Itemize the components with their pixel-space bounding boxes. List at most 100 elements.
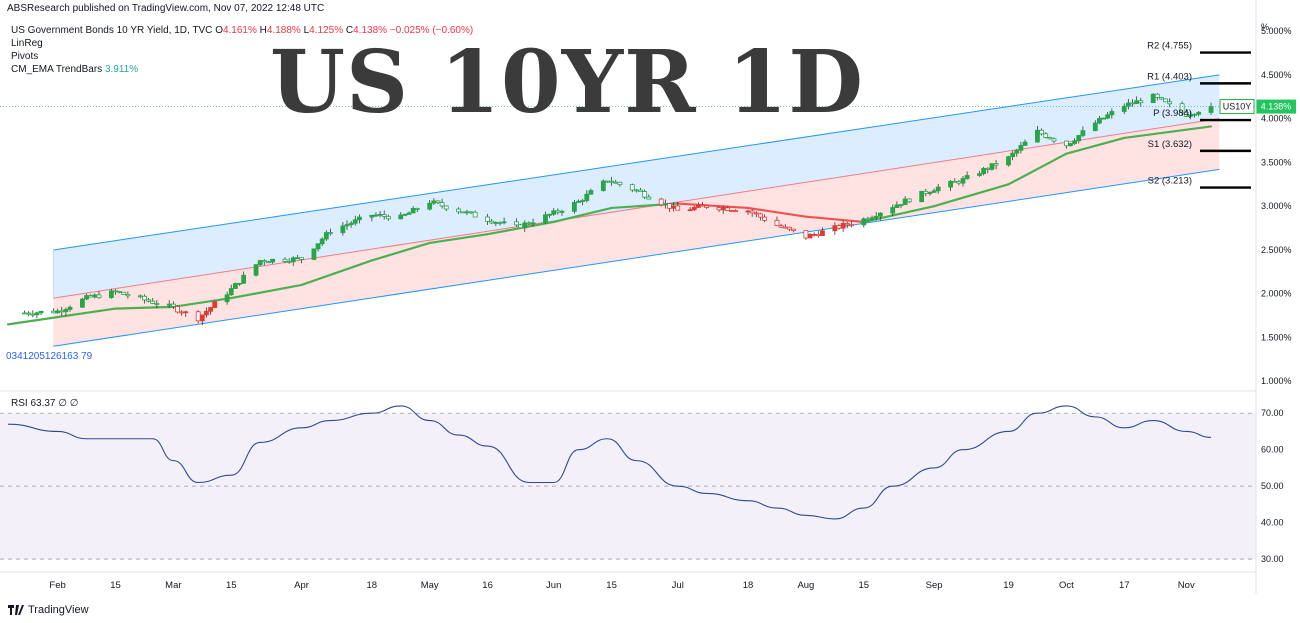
tradingview-brand: TradingView (28, 604, 89, 616)
time-tick-label: Apr (294, 580, 309, 591)
time-tick-label: May (421, 580, 439, 591)
candle-body (861, 218, 867, 226)
candle-body (431, 200, 437, 204)
ema-segment (370, 241, 431, 262)
time-tick-label: Aug (797, 580, 814, 591)
candle-body (559, 210, 565, 213)
candle-body (687, 209, 693, 212)
candle-body (720, 207, 726, 211)
candle-body (571, 202, 577, 212)
candle-body (977, 173, 982, 176)
candle-body (204, 310, 209, 316)
candle-body (935, 186, 941, 192)
legend-symbol: US Government Bonds 10 YR Yield, 1D, TVC (11, 25, 213, 36)
candle-body (716, 207, 722, 211)
time-tick-label: 18 (743, 580, 754, 591)
price-axis[interactable]: % 1.000% 1.500% 2.000% 2.500% 3.000% 3.500% 4.0… (1219, 22, 1296, 386)
candle-body (609, 180, 614, 183)
ema-segment (6, 307, 117, 326)
ema-segment (932, 183, 1010, 208)
candle-body (270, 258, 275, 263)
candle-body (745, 210, 751, 213)
candle-body (555, 210, 561, 213)
candle-body (344, 224, 350, 227)
candle-body (183, 311, 189, 314)
price-tick-label: 3.000% (1261, 201, 1292, 211)
candle-body (1047, 136, 1053, 140)
legend-ohlc-row[interactable]: US Government Bonds 10 YR Yield, 1D, TVC… (11, 24, 473, 37)
candle-body (1006, 156, 1011, 166)
candle-body (26, 312, 32, 315)
candle-body (667, 203, 672, 209)
candle-body (315, 243, 321, 250)
rsi-axis[interactable]: 30.00 40.00 50.00 60.00 70.00 (1261, 408, 1284, 564)
candle-body (108, 290, 114, 299)
candle-body (385, 215, 391, 220)
candle-body (832, 225, 838, 232)
candle-body (919, 190, 925, 203)
publisher-line: ABSResearch published on TradingView.com… (7, 3, 325, 14)
time-tick-label: 16 (482, 580, 493, 591)
candle-body (964, 175, 970, 179)
candle-body (179, 311, 185, 314)
candle-body (638, 189, 643, 193)
time-tick-label: Feb (49, 580, 65, 591)
legend-high-value: 4.188% (266, 25, 301, 36)
channel-upper-fill (53, 74, 1220, 299)
candle-body (675, 205, 681, 211)
tradingview-footer[interactable]: TradingView (8, 604, 89, 616)
price-tick-label: 4.000% (1261, 114, 1292, 124)
candle-body (981, 168, 987, 175)
candle-body (605, 180, 610, 183)
time-tick-label: Jun (546, 580, 561, 591)
rsi-tick-label: 30.00 (1261, 554, 1284, 564)
candle-body (369, 214, 375, 218)
candle-body (1080, 130, 1086, 136)
time-tick-label: 15 (858, 580, 869, 591)
legend-open-value: 4.161% (222, 25, 257, 36)
candle-body (1043, 133, 1049, 138)
candle-body (125, 294, 131, 297)
candle-body (906, 198, 912, 203)
candle-body (1018, 145, 1024, 151)
legend-change: −0.025% (−0.60%) (389, 25, 474, 36)
candle-body (890, 207, 896, 214)
candle-body (228, 288, 234, 296)
candle-body (113, 290, 118, 293)
candle-body (117, 291, 123, 293)
candle-body (208, 307, 213, 312)
candle-body (150, 300, 156, 304)
legend-close-label: C (345, 25, 354, 36)
time-axis[interactable]: Feb 15 Mar 15 Apr 18 May 16 Jun 15 Jul 18 Aug 15 Sep 19… (49, 580, 1195, 591)
pivot-label: R2 (4.755) (1147, 41, 1192, 52)
time-tick-label: 17 (1119, 580, 1130, 591)
legend-ema-row[interactable]: CM_EMA TrendBars 3.911% (11, 63, 473, 76)
candle-body (1179, 103, 1185, 113)
rsi-extra: ∅ ∅ (58, 398, 79, 409)
candle-body (844, 223, 850, 226)
candle-body (1097, 117, 1102, 124)
candle-body (212, 301, 218, 308)
candle-body (154, 303, 160, 305)
candle-body (803, 230, 809, 239)
time-tick-label: Sep (926, 580, 943, 591)
candle-body (224, 294, 230, 303)
candle-body (729, 210, 734, 212)
candle-body (290, 257, 296, 263)
rsi-legend[interactable]: RSI 63.37 ∅ ∅ (11, 398, 78, 409)
candle-body (514, 221, 519, 226)
price-tick-label: 1.000% (1261, 376, 1292, 386)
candle-body (1159, 97, 1164, 100)
candle-body (175, 306, 180, 313)
candle-body (328, 232, 333, 234)
candle-body (1109, 111, 1115, 116)
candle-body (497, 221, 503, 224)
candle-body (1208, 106, 1214, 113)
candle-body (948, 180, 954, 188)
legend-pivots[interactable]: Pivots (11, 51, 39, 62)
ema-segment (172, 296, 233, 308)
rsi-tick-label: 70.00 (1261, 408, 1284, 418)
candle-body (84, 295, 89, 300)
legend-linreg[interactable]: LinReg (11, 38, 43, 49)
ema-segment (676, 202, 750, 210)
